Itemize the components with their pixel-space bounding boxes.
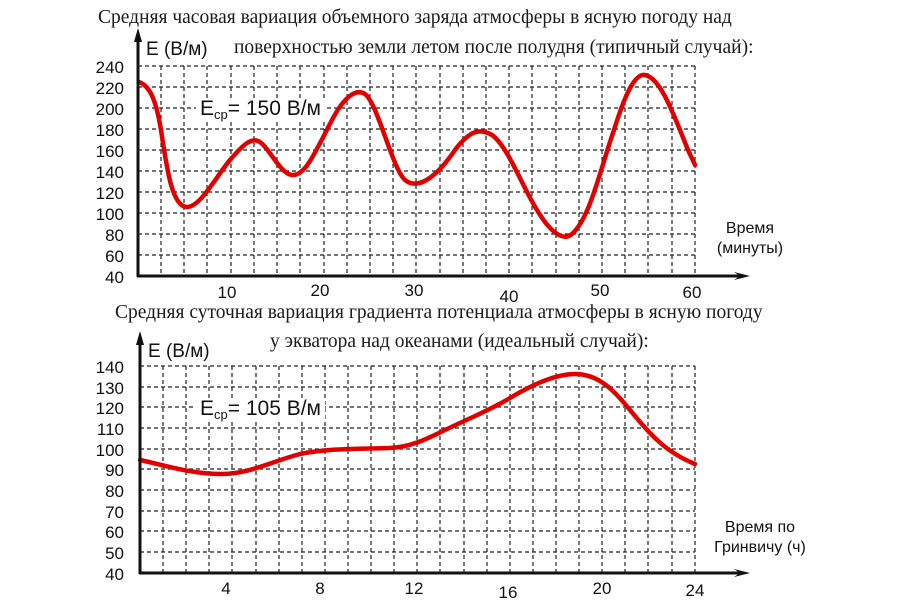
mean-value: = 150 В/м <box>227 97 321 120</box>
chart2-grid <box>140 365 696 573</box>
chart1-x-arrow-icon <box>734 272 750 280</box>
y-tick: 200 <box>95 100 124 119</box>
y-tick: 40 <box>105 268 124 287</box>
x-tick: 12 <box>404 579 424 598</box>
chart1-y-axis-label: E (В/м) <box>146 39 208 60</box>
y-tick: 110 <box>96 420 124 439</box>
y-tick: 100 <box>95 205 124 224</box>
y-tick: 70 <box>105 503 124 522</box>
y-tick: 240 <box>95 58 124 77</box>
chart1-axes <box>136 36 740 278</box>
chart1-y-arrow-icon <box>134 28 142 42</box>
y-tick: 100 <box>95 441 124 460</box>
y-tick: 140 <box>95 163 124 182</box>
x-tick: 40 <box>499 287 519 306</box>
x-tick: 50 <box>590 281 610 300</box>
y-tick: 160 <box>95 142 124 161</box>
chart2-mean-annotation: Eср= 105 В/м <box>196 398 325 421</box>
x-tick: 60 <box>682 283 702 302</box>
chart2-axes <box>138 340 740 575</box>
y-tick: 130 <box>95 379 124 398</box>
y-tick: 120 <box>95 399 124 418</box>
y-tick: 120 <box>95 184 124 203</box>
x-tick: 8 <box>315 579 325 598</box>
y-tick: 80 <box>105 226 124 245</box>
chart2-title-line1: Средняя суточная вариация градиента поте… <box>115 302 763 323</box>
mean-value: = 105 В/м <box>227 397 321 420</box>
y-tick: 80 <box>105 482 124 501</box>
mean-subscript: ср <box>214 107 228 122</box>
y-tick: 220 <box>95 79 124 98</box>
y-tick: 40 <box>105 565 124 584</box>
mean-subscript: ср <box>214 407 228 422</box>
chart1-title-line1: Средняя часовая вариация объемного заряд… <box>98 7 732 28</box>
x-axis-label-line1: Время по <box>724 519 796 536</box>
chart1-mean-annotation: Eср= 150 В/м <box>196 98 325 121</box>
x-axis-label-line1: Время <box>725 220 775 237</box>
chart1-x-axis-label: Время (минуты) <box>700 219 800 259</box>
y-tick: 90 <box>105 461 124 480</box>
x-tick: 20 <box>592 579 612 598</box>
chart1-curve <box>136 72 698 239</box>
x-tick: 20 <box>310 281 330 300</box>
x-axis-label-line2: Гринвичу (ч) <box>714 539 806 556</box>
x-tick: 4 <box>221 579 231 598</box>
chart2-curve <box>137 371 698 477</box>
y-tick: 60 <box>105 247 124 266</box>
chart2-x-arrow-icon <box>734 569 750 577</box>
mean-symbol: E <box>200 97 215 120</box>
x-axis-label-line2: (минуты) <box>716 240 784 257</box>
y-tick: 180 <box>95 121 124 140</box>
y-tick: 50 <box>105 544 124 563</box>
x-tick: 30 <box>404 281 424 300</box>
y-tick: 140 <box>95 358 124 377</box>
chart2-y-axis-label: E (В/м) <box>148 341 210 362</box>
chart2-title-line2: у экватора над океанами (идеальный случа… <box>270 331 649 352</box>
chart2-y-arrow-icon <box>136 331 144 345</box>
x-tick: 24 <box>685 581 705 600</box>
chart2-x-axis-label: Время по Гринвичу (ч) <box>695 518 825 558</box>
y-tick: 60 <box>105 523 124 542</box>
x-tick: 16 <box>498 583 518 602</box>
chart1-title-line2: поверхностью земли летом после полудня (… <box>234 37 754 58</box>
mean-symbol: E <box>200 397 215 420</box>
x-tick: 10 <box>217 283 237 302</box>
